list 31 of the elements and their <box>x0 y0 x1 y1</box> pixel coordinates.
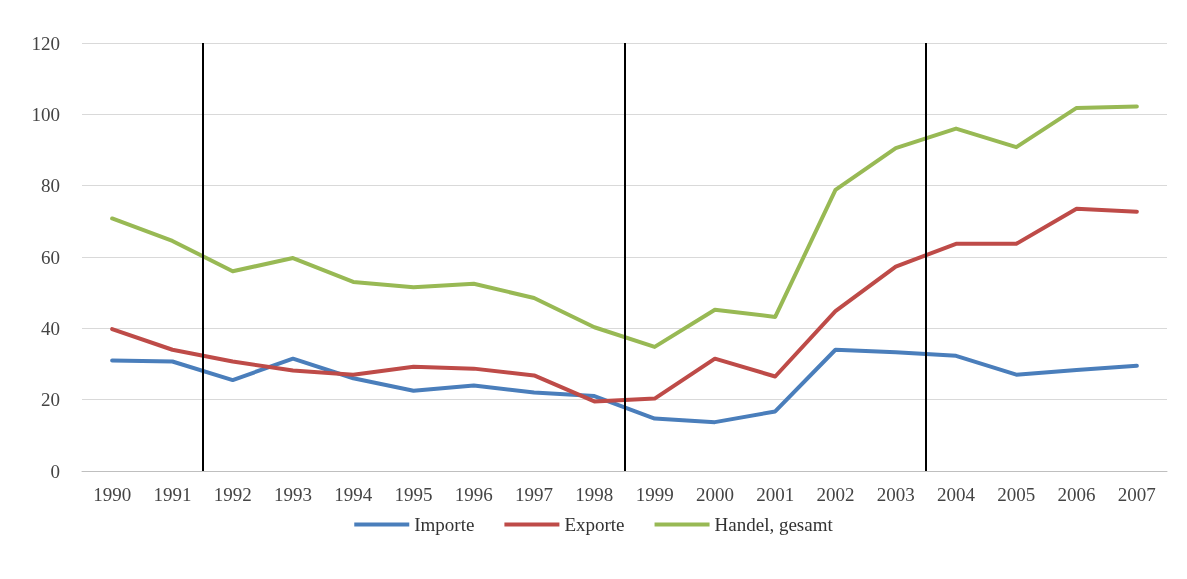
x-tick-label: 2007 <box>1117 484 1156 505</box>
x-tick-label: 2002 <box>816 484 855 505</box>
x-tick-label: 2001 <box>756 484 795 505</box>
x-tick-label: 1999 <box>635 484 674 505</box>
x-tick-label: 2004 <box>937 484 976 505</box>
x-tick-label: 1991 <box>153 484 192 505</box>
x-tick-label: 1995 <box>394 484 433 505</box>
y-tick-label: 60 <box>41 246 60 268</box>
legend-label: Importe <box>414 514 475 535</box>
x-tick-label: 2003 <box>876 484 915 505</box>
y-tick-label: 20 <box>41 389 60 411</box>
legend-label: Exporte <box>564 514 625 535</box>
line-series <box>110 347 1139 425</box>
y-tick-label: 0 <box>50 460 60 482</box>
y-tick-label: 120 <box>31 32 60 54</box>
line-series <box>110 104 1139 349</box>
line-series <box>110 206 1139 404</box>
x-tick-label: 1997 <box>515 484 554 505</box>
x-tick-label: 1992 <box>213 484 252 505</box>
x-tick-label: 1993 <box>273 484 312 505</box>
x-tick-label: 2006 <box>1057 484 1096 505</box>
y-tick-label: 100 <box>31 103 60 125</box>
x-tick-label: 1994 <box>334 484 373 505</box>
x-tick-label: 2005 <box>997 484 1036 505</box>
x-tick-label: 2000 <box>695 484 734 505</box>
x-tick-label: 1996 <box>454 484 493 505</box>
y-tick-label: 40 <box>41 317 60 339</box>
x-tick-label: 1990 <box>93 484 132 505</box>
legend-label: Handel, gesamt <box>714 514 834 535</box>
x-tick-label: 1998 <box>575 484 614 505</box>
y-tick-label: 80 <box>41 175 60 197</box>
